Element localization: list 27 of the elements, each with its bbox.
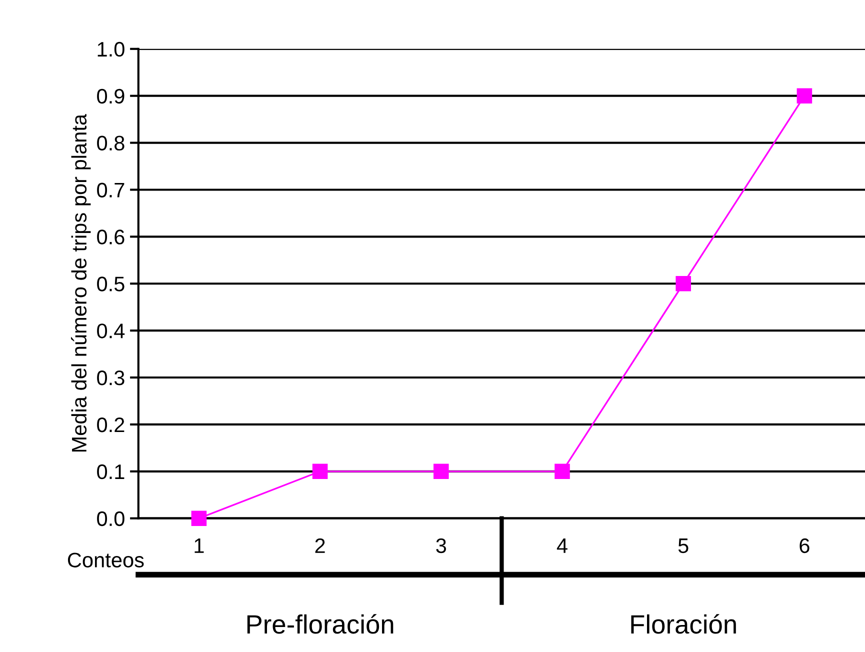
y-tick-label: 0.4 (97, 324, 125, 338)
y-tick-label: 0.1 (97, 464, 124, 480)
y-tick-label: 0.7 (97, 182, 124, 198)
y-tick-label: 0.9 (97, 88, 124, 104)
x-tick-label: 2 (315, 538, 325, 553)
point (434, 464, 449, 480)
y-tick-label: 0.3 (97, 370, 124, 386)
point (312, 464, 328, 480)
y-tick-label: 0.2 (97, 417, 124, 432)
text: Pre-floración (247, 614, 394, 634)
point (191, 510, 207, 526)
x-axis-title: Conteos (68, 552, 144, 568)
x-tick-label: 3 (436, 538, 446, 554)
point (554, 464, 570, 480)
y-tick-label: 0.0 (97, 511, 124, 526)
y-tick-label: 0.5 (97, 276, 124, 292)
y-axis-title: Media del número de trips por planta (71, 114, 91, 452)
y-tick-label: 0.6 (97, 230, 124, 244)
x-tick-label: 5 (678, 538, 688, 554)
text: Floración (631, 614, 736, 634)
y-tick-label: 0.8 (97, 136, 124, 151)
point (796, 88, 812, 104)
x-tick-label: 4 (556, 538, 568, 553)
x-tick-label: 6 (800, 538, 810, 554)
x-tick-label: 1 (194, 538, 204, 553)
point (676, 276, 691, 292)
y-tick-label: 1.0 (98, 42, 124, 57)
